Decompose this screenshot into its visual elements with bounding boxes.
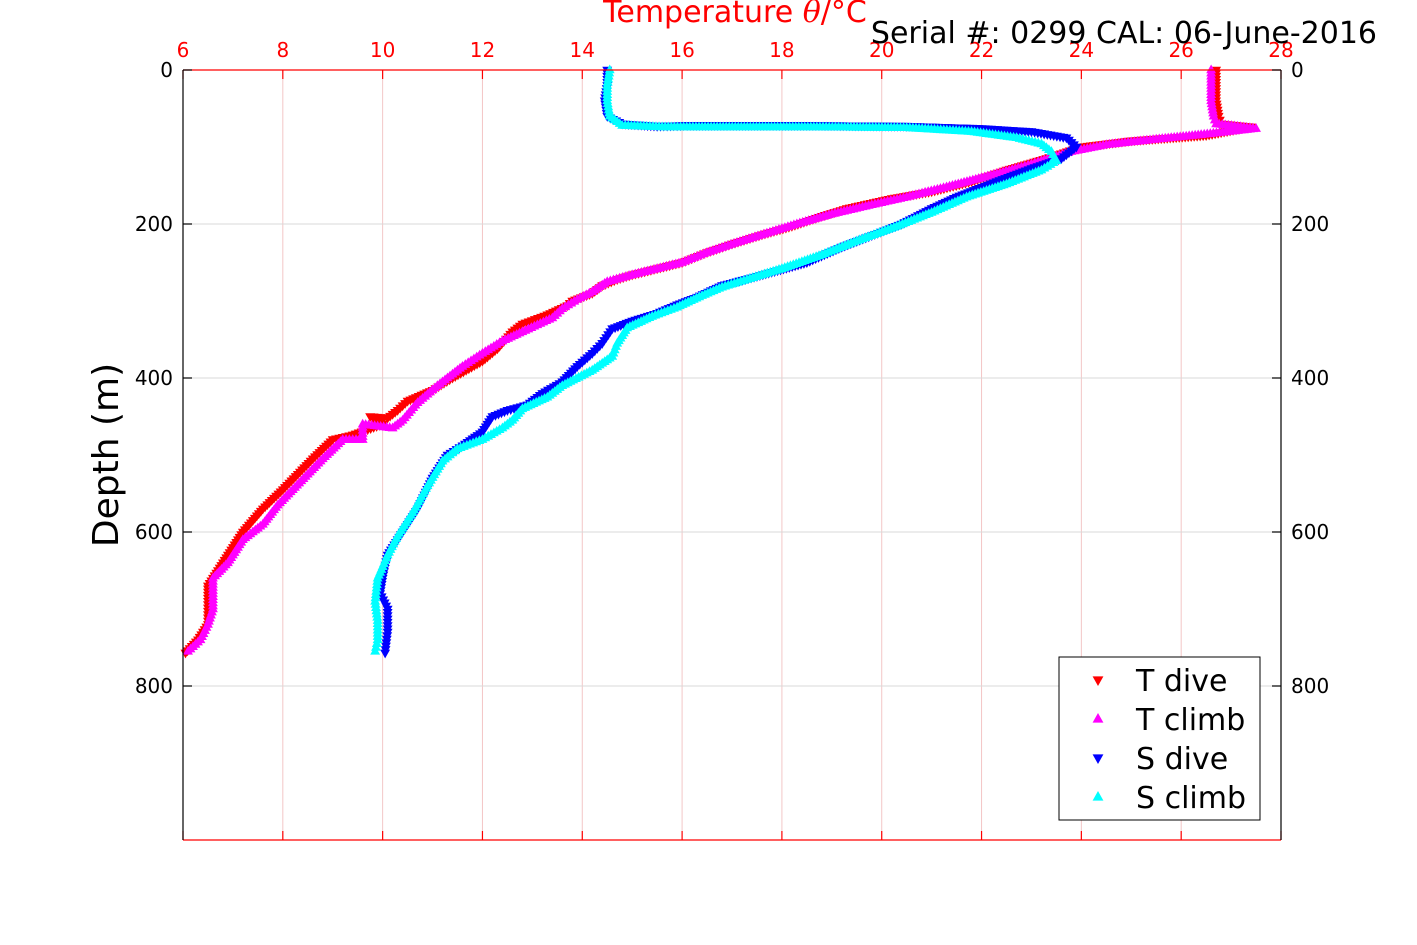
legend-marker bbox=[1092, 791, 1104, 801]
y-tick-label-right: 0 bbox=[1291, 58, 1304, 82]
legend-box bbox=[1058, 656, 1261, 821]
series-t-climb bbox=[183, 64, 1261, 655]
chart-title: Temperature θ/°C bbox=[602, 0, 867, 30]
data-markers bbox=[180, 64, 1261, 659]
x-axis: 6 8 10 12 14 16 18 20 22 24 26 28 bbox=[177, 38, 1294, 841]
data-point bbox=[370, 645, 381, 655]
y-tick-label-left: 400 bbox=[135, 366, 173, 390]
y-tick-label-right: 800 bbox=[1291, 674, 1329, 698]
data-point bbox=[380, 649, 391, 659]
y-tick-label-right: 200 bbox=[1291, 212, 1329, 236]
data-point bbox=[372, 634, 383, 644]
x-tick-label: 28 bbox=[1268, 38, 1293, 62]
legend: T dive T climb S dive S climb bbox=[1058, 656, 1261, 821]
series-s-climb bbox=[370, 64, 1062, 655]
legend-marker bbox=[1092, 754, 1104, 764]
y-tick-label-left: 800 bbox=[135, 674, 173, 698]
chart-title-suffix: /°C bbox=[821, 0, 867, 30]
x-tick-label: 12 bbox=[470, 38, 495, 62]
data-point bbox=[183, 645, 193, 655]
legend-marker bbox=[1092, 676, 1104, 686]
series-t-dive bbox=[180, 66, 1257, 659]
x-tick-label: 20 bbox=[869, 38, 894, 62]
legend-label: S climb bbox=[1136, 781, 1246, 816]
x-tick-label: 16 bbox=[669, 38, 694, 62]
legend-label: T climb bbox=[1135, 703, 1245, 738]
y-axis-right: 0 200 400 600 800 bbox=[1272, 58, 1329, 840]
x-tick-label: 14 bbox=[570, 38, 595, 62]
x-tick-label: 26 bbox=[1168, 38, 1193, 62]
y-axis-left: 0 200 400 600 800 bbox=[135, 58, 192, 840]
x-tick-label: 10 bbox=[370, 38, 395, 62]
chart-title-symbol: θ bbox=[803, 0, 821, 30]
x-tick-label: 8 bbox=[276, 38, 289, 62]
y-tick-label-left: 0 bbox=[160, 58, 173, 82]
x-tick-label: 18 bbox=[769, 38, 794, 62]
y-tick-label-left: 600 bbox=[135, 520, 173, 544]
chart-title-prefix: Temperature bbox=[602, 0, 803, 30]
legend-marker bbox=[1092, 713, 1104, 723]
y-tick-label-left: 200 bbox=[135, 212, 173, 236]
legend-label: T dive bbox=[1135, 664, 1227, 699]
y-tick-label-right: 600 bbox=[1291, 520, 1329, 544]
y-axis-label: Depth (m) bbox=[86, 363, 127, 547]
x-tick-label: 24 bbox=[1069, 38, 1094, 62]
x-tick-label: 6 bbox=[177, 38, 190, 62]
y-tick-label-right: 400 bbox=[1291, 366, 1329, 390]
legend-label: S dive bbox=[1136, 742, 1228, 777]
data-point bbox=[371, 638, 382, 647]
chart-subtitle: Serial #: 0299 CAL: 06-June-2016 bbox=[871, 16, 1377, 51]
data-point bbox=[371, 642, 381, 651]
x-tick-label: 22 bbox=[969, 38, 994, 62]
